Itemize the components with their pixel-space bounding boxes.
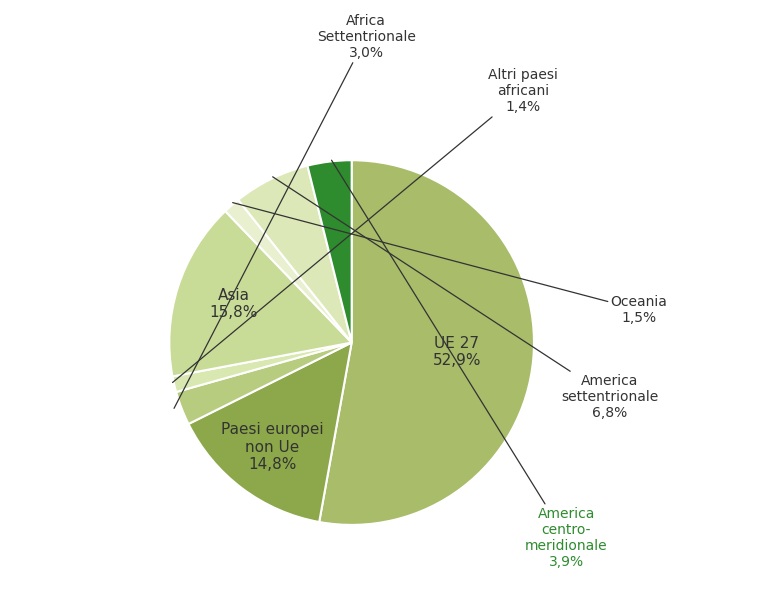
Text: America
settentrionale
6,8%: America settentrionale 6,8% <box>273 177 659 420</box>
Wedge shape <box>238 166 352 343</box>
Wedge shape <box>225 200 352 343</box>
Text: UE 27
52,9%: UE 27 52,9% <box>433 336 481 368</box>
Wedge shape <box>176 343 352 424</box>
Wedge shape <box>173 343 352 392</box>
Wedge shape <box>189 343 352 522</box>
Text: Asia
15,8%: Asia 15,8% <box>209 288 258 320</box>
Wedge shape <box>319 160 534 525</box>
Text: America
centro-
meridionale
3,9%: America centro- meridionale 3,9% <box>331 160 607 569</box>
Text: Altri paesi
africani
1,4%: Altri paesi africani 1,4% <box>173 68 559 382</box>
Wedge shape <box>169 211 352 376</box>
Text: Paesi europei
non Ue
14,8%: Paesi europei non Ue 14,8% <box>221 423 324 472</box>
Text: Africa
Settentrionale
3,0%: Africa Settentrionale 3,0% <box>174 13 415 408</box>
Wedge shape <box>308 160 352 343</box>
Text: Oceania
1,5%: Oceania 1,5% <box>233 203 668 325</box>
